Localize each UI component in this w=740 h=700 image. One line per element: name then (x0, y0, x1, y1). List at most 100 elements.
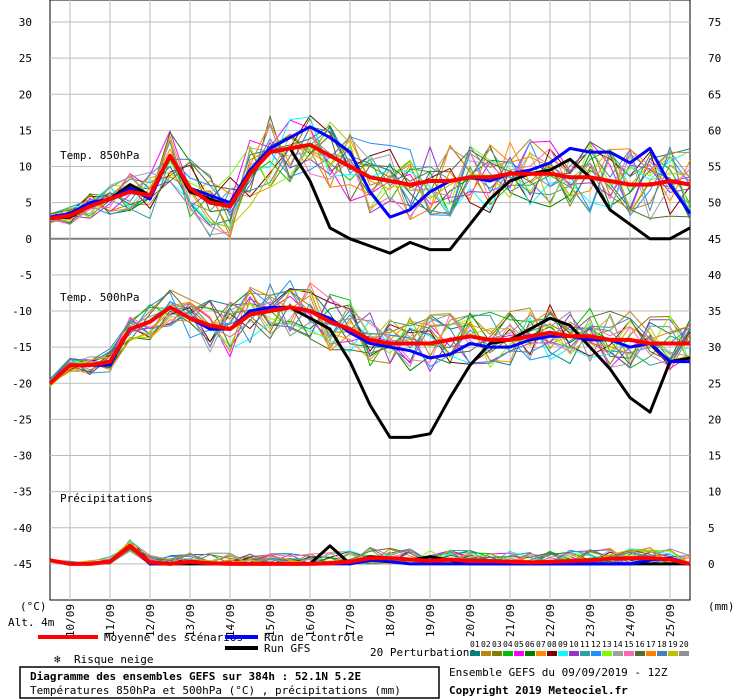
perturbation-id-label: 03 (492, 640, 502, 649)
right-tick-label: 75 (708, 16, 721, 29)
date-tick-label: 17/09 (344, 604, 357, 637)
perturbation-swatch (492, 651, 502, 656)
t500-perturbation-line (49, 288, 691, 384)
legend-mean-label: Moyenne des scénarios (104, 631, 243, 644)
t850-perturbation-line (49, 121, 691, 228)
t500-mean-line (48, 305, 690, 385)
perturbation-id-label: 04 (503, 640, 513, 649)
t500-perturbation-line (49, 279, 691, 385)
right-tick-label: 30 (708, 341, 721, 354)
legend-gfs-label: Run GFS (264, 642, 310, 655)
date-tick-label: 25/09 (664, 604, 677, 637)
title-box (19, 666, 440, 699)
plot-area (49, 0, 691, 601)
left-tick-label: -45 (12, 558, 32, 571)
legend-snow-label: Risque neige (74, 653, 153, 666)
right-tick-label: 70 (708, 52, 721, 65)
perturbation-swatch (635, 651, 645, 656)
left-tick-label: -5 (19, 269, 32, 282)
perturbation-id-label: 20 (679, 640, 689, 649)
right-tick-label: 20 (708, 413, 721, 426)
left-tick-label: -30 (12, 450, 32, 463)
perturbation-id-label: 12 (591, 640, 601, 649)
t850-section-label: Temp. 850hPa (60, 149, 139, 162)
t500-perturbation-line (49, 296, 691, 386)
perturbation-swatch (624, 651, 634, 656)
perturbation-swatch (657, 651, 667, 656)
date-tick-label: 10/09 (64, 604, 77, 637)
date-tick-label: 18/09 (384, 604, 397, 637)
chart-subtitle: Températures 850hPa et 500hPa (°C) , pré… (30, 684, 401, 697)
perturbation-id-label: 15 (624, 640, 634, 649)
right-tick-label: 60 (708, 124, 721, 137)
perturbation-id-label: 07 (536, 640, 546, 649)
perturbation-id-label: 17 (646, 640, 656, 649)
perturbation-id-label: 02 (481, 640, 491, 649)
t500-perturbation-line (49, 283, 691, 387)
perturbation-swatch (569, 651, 579, 656)
date-tick-label: 12/09 (144, 604, 157, 637)
perturbation-id-label: 11 (580, 640, 590, 649)
right-tick-label: 50 (708, 197, 721, 210)
t850-perturbation-line (49, 127, 691, 238)
left-tick-label: -35 (12, 486, 32, 499)
perturbation-swatch (668, 651, 678, 656)
perturbation-swatch (525, 651, 535, 656)
perturbation-swatch (679, 651, 689, 656)
t500-perturbation-line (49, 302, 691, 387)
t500-perturbation-line (49, 290, 691, 386)
right-tick-label: 5 (708, 522, 715, 535)
perturbation-swatch (514, 651, 524, 656)
perturbation-swatch (558, 651, 568, 656)
precip-perturbation-line (49, 544, 690, 565)
right-tick-label: 15 (708, 450, 721, 463)
date-tick-label: 22/09 (544, 604, 557, 637)
perturbation-id-label: 16 (635, 640, 645, 649)
perturbation-id-label: 08 (547, 640, 557, 649)
t500-perturbation-line (49, 293, 691, 387)
right-tick-label: 10 (708, 486, 721, 499)
t500-perturbation-line (49, 289, 691, 382)
chart-title: Diagramme des ensembles GEFS sur 384h : … (30, 670, 361, 683)
perturbation-id-label: 10 (569, 640, 579, 649)
left-tick-label: -40 (12, 522, 32, 535)
perturbation-id-label: 05 (514, 640, 524, 649)
t850-mean-line (49, 142, 691, 221)
right-unit-label: (mm) (708, 600, 735, 613)
date-tick-label: 13/09 (184, 604, 197, 637)
precip-section-label: Précipitations (60, 492, 153, 505)
left-tick-label: -20 (12, 377, 32, 390)
perturbation-swatch (580, 651, 590, 656)
legend-perturbations-label: 20 Perturbations (370, 646, 476, 659)
t850-perturbation-line (49, 126, 691, 221)
perturbation-swatch (613, 651, 623, 656)
left-tick-label: 20 (19, 88, 32, 101)
perturbation-id-label: 13 (602, 640, 612, 649)
date-tick-label: 20/09 (464, 604, 477, 637)
left-tick-label: -25 (12, 413, 32, 426)
perturbation-id-label: 06 (525, 640, 535, 649)
run-info: Ensemble GEFS du 09/09/2019 - 12Z (449, 666, 668, 679)
t500-section-label: Temp. 500hPa (60, 291, 139, 304)
perturbation-id-label: 18 (657, 640, 667, 649)
right-tick-label: 40 (708, 269, 721, 282)
perturbation-id-label: 19 (668, 640, 678, 649)
date-tick-label: 24/09 (624, 604, 637, 637)
right-tick-label: 35 (708, 305, 721, 318)
left-tick-label: 15 (19, 124, 32, 137)
altitude-label: Alt. 4m (8, 616, 55, 629)
date-tick-label: 15/09 (264, 604, 277, 637)
perturbation-id-label: 14 (613, 640, 623, 649)
date-tick-label: 11/09 (104, 604, 117, 637)
left-tick-label: -10 (12, 305, 32, 318)
perturbation-swatch (547, 651, 557, 656)
precip-mean-line (49, 543, 691, 566)
date-tick-label: 14/09 (224, 604, 237, 637)
date-tick-label: 21/09 (504, 604, 517, 637)
left-tick-label: 30 (19, 16, 32, 29)
perturbation-swatch (481, 651, 491, 656)
right-tick-label: 0 (708, 558, 715, 571)
left-tick-label: -15 (12, 341, 32, 354)
perturbation-id-label: 09 (558, 640, 568, 649)
